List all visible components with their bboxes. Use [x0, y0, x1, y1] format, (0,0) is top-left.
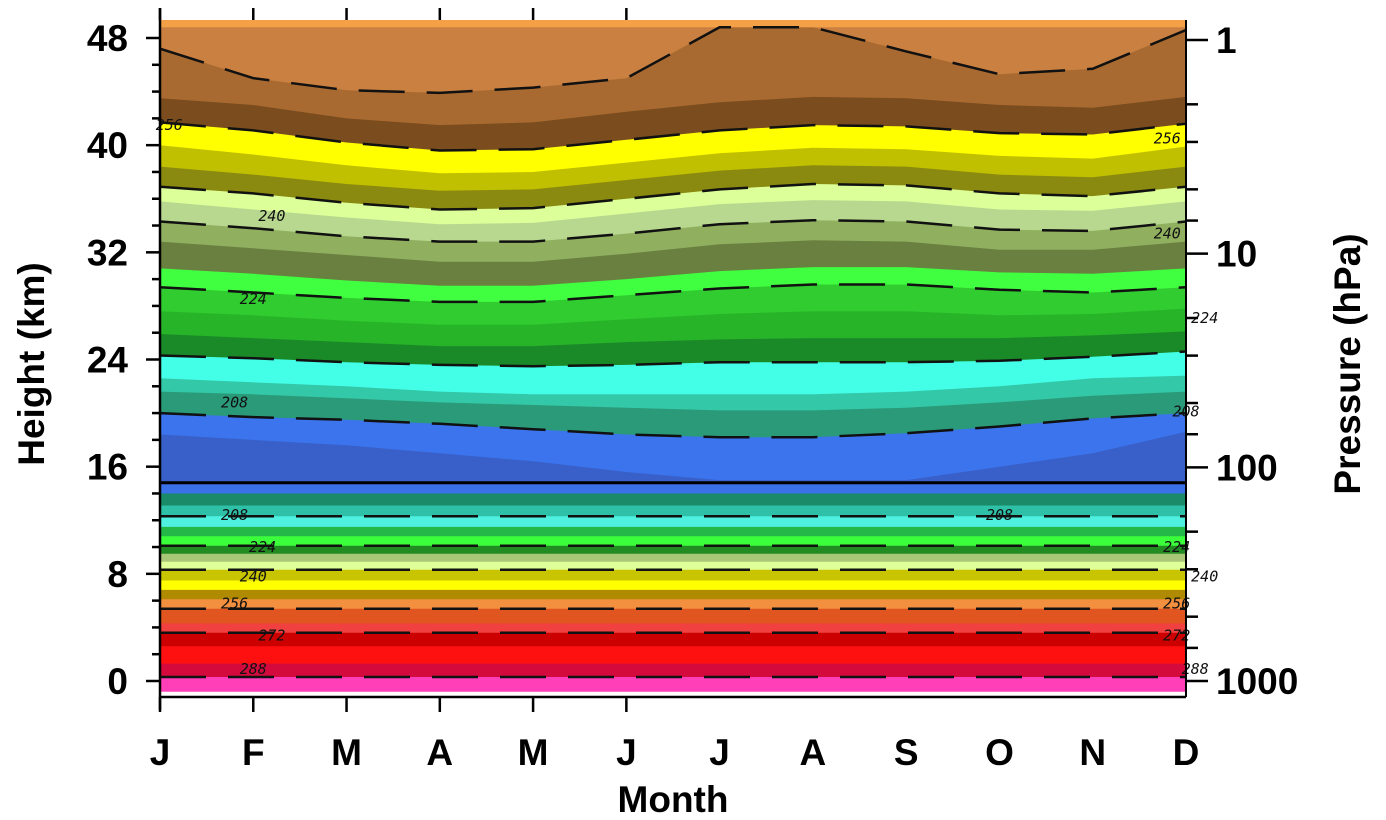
isotherm-label: 256 [1154, 130, 1181, 148]
isotherm-label: 256 [221, 594, 248, 612]
x-tick-label: A [426, 732, 453, 773]
y2-tick-label: 1 [1216, 20, 1237, 61]
isotherm-label: 288 [240, 660, 267, 678]
isotherm-line [160, 411, 1186, 439]
y-tick-label: 0 [107, 661, 128, 702]
isotherm-label: 272 [1163, 627, 1190, 645]
y-tick-label: 48 [87, 18, 128, 59]
x-tick-label: M [518, 732, 549, 773]
isotherm-label: 208 [986, 506, 1013, 524]
tick-labels: 48 40 32 24 16 8 0 1 10 100 1000 J F M A M J J A S O N D [87, 18, 1298, 773]
isotherm-label: 256 [1163, 594, 1190, 612]
isotherm-label: 272 [258, 627, 285, 645]
axes [146, 8, 1208, 712]
x-tick-label: D [1173, 732, 1200, 773]
x-axis-title: Month [618, 779, 729, 820]
y-tick-label: 8 [107, 554, 128, 595]
isotherm-label: 224 [249, 538, 276, 556]
isotherm-label: 224 [240, 290, 267, 308]
y-axis-title: Height (km) [11, 262, 52, 466]
y-tick-label: 24 [87, 340, 129, 381]
y2-tick-label: 100 [1216, 447, 1278, 488]
x-tick-label: F [242, 732, 265, 773]
isotherm-label: 256 [156, 116, 183, 134]
y2-tick-label: 10 [1216, 234, 1257, 275]
y2-tick-label: 1000 [1216, 661, 1298, 702]
isotherm-label: 288 [1182, 660, 1209, 678]
isotherm-label: 240 [240, 568, 267, 586]
x-tick-label: N [1079, 732, 1106, 773]
temperature-band [160, 20, 1186, 28]
temperature-bands [160, 20, 1186, 692]
x-tick-label: S [894, 732, 919, 773]
x-tick-label: J [616, 732, 637, 773]
isotherm-label: 240 [1191, 568, 1218, 586]
x-tick-label: A [800, 732, 827, 773]
isotherm-line [160, 121, 1186, 152]
isotherm-line [160, 350, 1186, 368]
x-tick-label: O [985, 732, 1014, 773]
isotherm-lines [160, 26, 1186, 679]
x-tick-label: M [331, 732, 362, 773]
isotherm-line [160, 26, 1186, 95]
isotherm-label: 240 [258, 207, 285, 225]
y2-axis-title: Pressure (hPa) [1327, 233, 1368, 494]
isotherm-label: 208 [221, 393, 248, 411]
x-tick-label: J [709, 732, 730, 773]
y-tick-label: 40 [87, 125, 128, 166]
x-tick-label: J [150, 732, 171, 773]
isotherm-line [160, 182, 1186, 211]
isotherm-label: 224 [1163, 538, 1190, 556]
isotherm-label: 208 [221, 506, 248, 524]
temperature-band [160, 20, 1186, 93]
isotherm-line [160, 218, 1186, 243]
y-tick-label: 32 [87, 232, 128, 273]
y-tick-label: 16 [87, 447, 128, 488]
isotherm-line [160, 283, 1186, 304]
isotherm-label: 224 [1191, 309, 1218, 327]
isotherm-label: 240 [1154, 225, 1181, 243]
